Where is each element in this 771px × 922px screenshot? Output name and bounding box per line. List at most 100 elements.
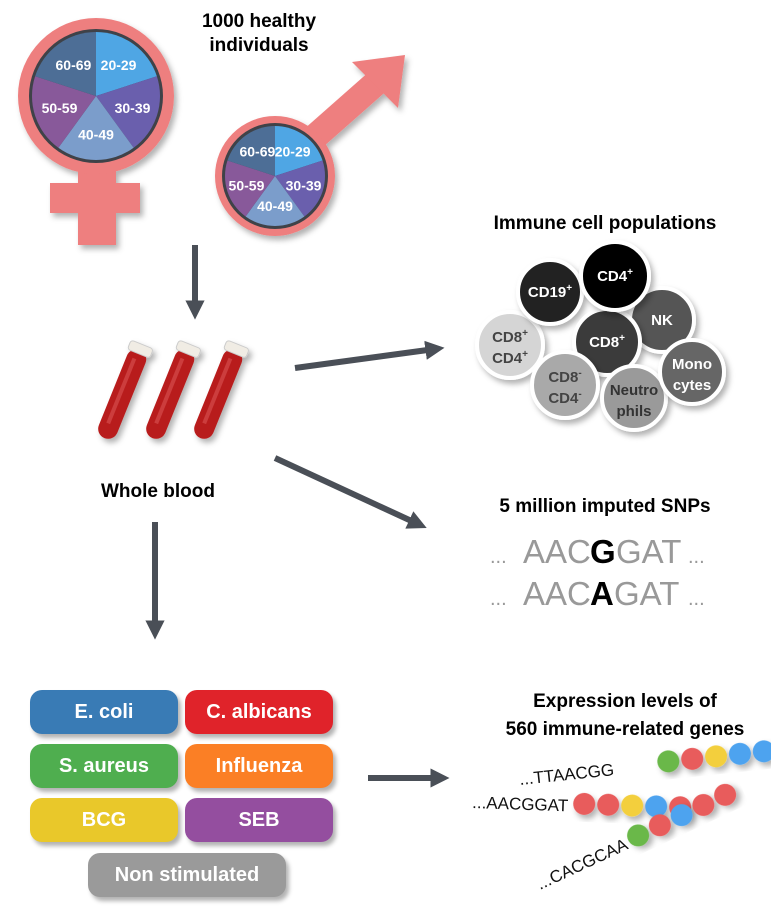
male-pie-slice xyxy=(275,126,323,176)
seq-prefix: AAC xyxy=(523,575,591,612)
male-age-label: 20-29 xyxy=(275,144,311,160)
female-age-label: 30-39 xyxy=(115,100,151,116)
cell-label: cytes xyxy=(673,377,711,394)
cell-label-text: Mono xyxy=(672,356,712,373)
gene-sequence: ...AACGGAT xyxy=(472,793,569,815)
cell-label: Neutro xyxy=(610,382,658,399)
expression-bead xyxy=(657,750,680,773)
dots-right: ... xyxy=(688,546,705,568)
cell-label-text: Neutro xyxy=(610,382,658,399)
cell-label-text: cytes xyxy=(673,377,711,394)
dots-left: ... xyxy=(490,588,507,610)
cell-label: CD4- xyxy=(548,389,581,407)
cell-label: CD4+ xyxy=(492,349,528,367)
expression-title-line1: Expression levels of xyxy=(533,691,717,712)
cell-label-superscript: - xyxy=(578,368,581,379)
stimulus-seb: SEB xyxy=(185,798,333,842)
expression-bead xyxy=(670,804,693,827)
arrow-to-snps xyxy=(273,455,427,529)
cell-label-text: CD4 xyxy=(548,390,579,407)
cell-cd8-cd4-: CD8+CD4+ xyxy=(475,310,545,380)
cell-cd19-: CD19+ xyxy=(516,258,584,326)
expression-title-line2: 560 immune-related genes xyxy=(506,719,745,740)
male-age-pie: 20-29 30-39 40-49 50-59 60-69 xyxy=(222,123,328,229)
cell-label: CD8+ xyxy=(589,333,625,351)
cells-title: Immune cell populations xyxy=(494,213,717,234)
expression-bead xyxy=(648,814,671,837)
male-age-label: 40-49 xyxy=(257,198,293,214)
cell-label: CD4+ xyxy=(597,267,633,285)
cell-label-text: NK xyxy=(651,312,673,329)
seq-suffix: GAT xyxy=(616,533,681,570)
female-age-label: 50-59 xyxy=(42,100,78,116)
male-pie-slice xyxy=(245,176,305,226)
expression-strands: ...TTAACGG...AACGGAT ...CACGCAA xyxy=(466,740,771,898)
expression-bead xyxy=(681,747,704,770)
cell-label-superscript: + xyxy=(522,349,528,360)
cell-label-superscript: + xyxy=(566,283,572,294)
cell-monocytes: Mono cytes xyxy=(658,338,726,406)
cell-cd4-: CD4+ xyxy=(579,240,651,312)
female-pie-slice xyxy=(32,76,96,148)
expression-bead xyxy=(752,740,771,763)
cell-neutrophils: Neutro phils xyxy=(600,364,668,432)
stimulus-influenza: Influenza xyxy=(185,744,333,788)
dots-right: ... xyxy=(688,588,705,610)
expression-bead xyxy=(621,794,644,817)
gene-strand: ...AACGGAT xyxy=(466,792,714,822)
expression-bead xyxy=(597,793,620,816)
expression-bead xyxy=(728,742,751,765)
cell-nk: NK xyxy=(628,286,696,354)
male-pie-slice xyxy=(224,160,275,217)
dots-left: ... xyxy=(490,546,507,568)
gene-strand: ...TTAACGG xyxy=(515,740,771,791)
female-pie-slice xyxy=(35,32,96,96)
snps-title: 5 million imputed SNPs xyxy=(499,496,710,517)
expression-bead xyxy=(573,792,596,815)
blood-tubes-icon xyxy=(98,340,249,439)
gene-strand: ...CACGCAA xyxy=(534,783,762,898)
female-age-label: 20-29 xyxy=(101,57,137,73)
snp-sequence-1: ... AAC G GAT ... xyxy=(490,533,705,570)
cell-label-superscript: + xyxy=(627,267,633,278)
male-pie-slice xyxy=(227,126,275,176)
stimulus-non-stimulated: Non stimulated xyxy=(88,853,286,897)
expression-bead xyxy=(692,793,715,816)
cell-label-text: CD19 xyxy=(528,284,566,301)
cell-label-text: CD4 xyxy=(492,350,523,367)
cell-label-superscript: + xyxy=(619,333,625,344)
cell-label-text: CD4 xyxy=(597,268,628,285)
male-age-label: 60-69 xyxy=(239,144,275,160)
male-age-label: 30-39 xyxy=(286,177,322,193)
expression-bead xyxy=(714,783,737,806)
female-pie-slice xyxy=(96,76,161,148)
male-age-label: 50-59 xyxy=(229,177,265,193)
snp-sequence-2: ... AAC A GAT ... xyxy=(490,575,705,612)
snp-variant-a: A xyxy=(590,575,614,612)
stimulus-e-coli: E. coli xyxy=(30,690,178,734)
cell-label-superscript: - xyxy=(578,389,581,400)
cell-label: phils xyxy=(616,403,651,420)
gene-sequence: ...CACGCAA xyxy=(534,835,632,894)
female-pie-slice xyxy=(58,96,134,160)
expression-bead xyxy=(705,745,728,768)
cell-label-superscript: + xyxy=(522,328,528,339)
cell-label: CD8- xyxy=(548,368,581,386)
stimulus-bcg: BCG xyxy=(30,798,178,842)
female-age-label: 60-69 xyxy=(56,57,92,73)
seq-suffix: GAT xyxy=(614,575,679,612)
seq-prefix: AAC xyxy=(523,533,591,570)
expression-bead xyxy=(645,795,668,818)
cell-label: NK xyxy=(651,312,673,329)
cell-label-text: CD8 xyxy=(548,369,578,386)
male-pie-slice xyxy=(275,160,325,217)
population-title-line1: 1000 healthy xyxy=(202,11,316,32)
cell-label: CD8+ xyxy=(492,328,528,346)
cell-label: Mono xyxy=(672,356,712,373)
cell-label-text: phils xyxy=(616,403,651,420)
snp-variant-g: G xyxy=(590,533,616,570)
female-pie-slice xyxy=(96,32,157,96)
